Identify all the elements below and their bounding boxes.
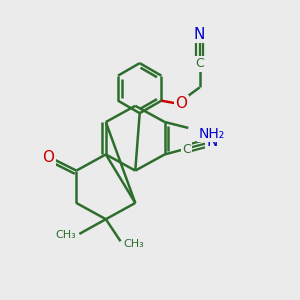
Text: N: N: [194, 27, 205, 42]
Text: CH₃: CH₃: [124, 239, 144, 249]
Text: NH₂: NH₂: [199, 127, 225, 141]
Text: CH₃: CH₃: [56, 230, 76, 240]
Text: N: N: [206, 134, 218, 149]
Text: O: O: [42, 150, 54, 165]
Text: O: O: [175, 96, 187, 111]
Text: C: C: [182, 143, 191, 157]
Text: C: C: [195, 57, 204, 70]
